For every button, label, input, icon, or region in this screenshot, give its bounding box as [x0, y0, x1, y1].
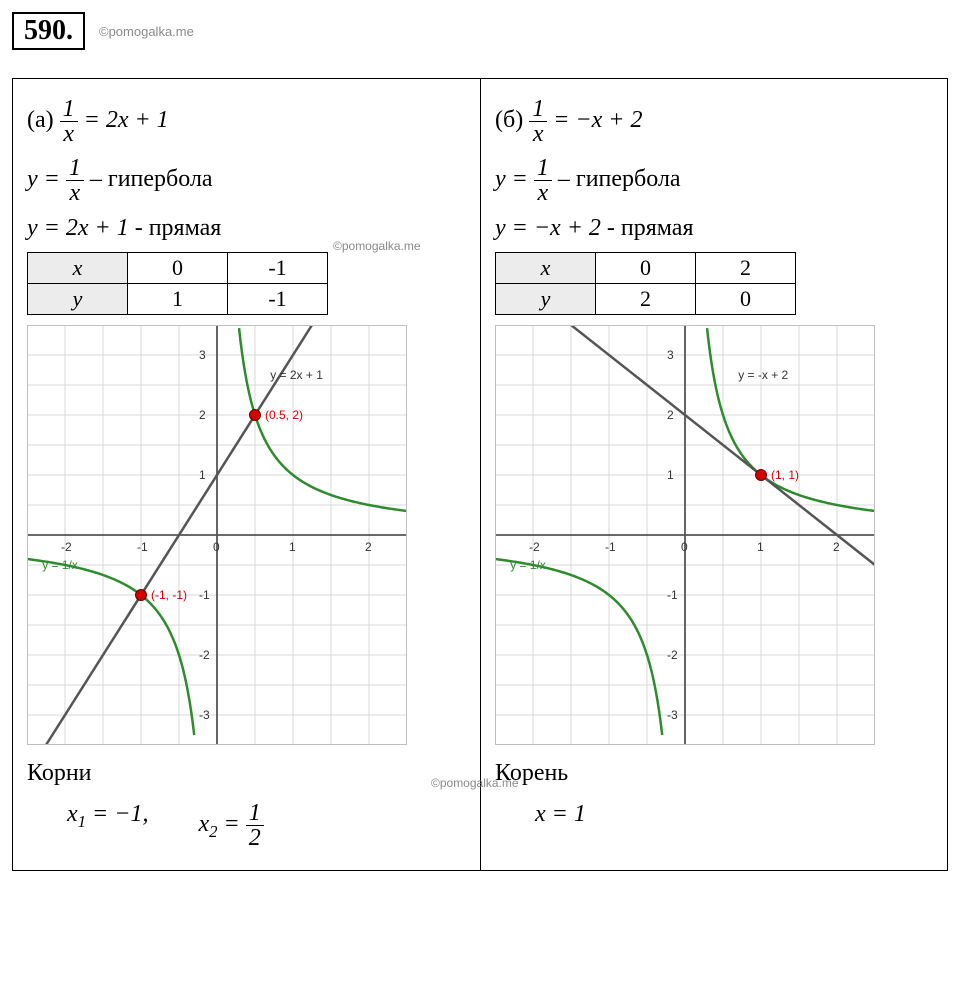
line-eq-a: y = 2x + 1 - прямая — [27, 215, 466, 242]
table-row: x 0 -1 — [28, 253, 328, 284]
equation-a: (а) 1x = 2x + 1 — [27, 97, 466, 146]
watermark-bottom: ©pomogalka.me — [431, 776, 519, 790]
header: 590. ©pomogalka.me — [12, 12, 948, 50]
values-table-a: x 0 -1 y 1 -1 — [27, 252, 328, 315]
line-eq-text-a: y = 2x + 1 — [27, 215, 129, 241]
svg-text:3: 3 — [667, 348, 674, 362]
svg-text:y = 1/x: y = 1/x — [42, 558, 78, 572]
part-label-a: (а) — [27, 107, 54, 133]
svg-text:-2: -2 — [61, 540, 72, 554]
svg-text:1: 1 — [667, 468, 674, 482]
svg-text:2: 2 — [833, 540, 840, 554]
fraction-1x-b: 1x — [529, 97, 547, 146]
root2-a: x2 = 12 — [198, 801, 263, 850]
column-a: (а) 1x = 2x + 1 y = 1x – гипербола y = 2… — [13, 79, 480, 870]
cell-b-y2: 0 — [696, 284, 796, 315]
solution-panel: (а) 1x = 2x + 1 y = 1x – гипербола y = 2… — [12, 78, 948, 871]
table-row: y 1 -1 — [28, 284, 328, 315]
line-eq-b: y = −x + 2 - прямая — [495, 215, 933, 242]
svg-text:-2: -2 — [199, 648, 210, 662]
svg-text:1: 1 — [289, 540, 296, 554]
hyperbola-line-a: y = 1x – гипербола — [27, 156, 466, 205]
svg-text:y = 1/x: y = 1/x — [510, 558, 546, 572]
root1-a: x1 = −1, — [67, 801, 148, 850]
svg-text:-2: -2 — [529, 540, 540, 554]
watermark-mid: ©pomogalka.me — [333, 239, 421, 253]
svg-text:0: 0 — [213, 540, 220, 554]
cell-b-x2: 2 — [696, 253, 796, 284]
svg-text:y = -x + 2: y = -x + 2 — [738, 368, 788, 382]
cell-a-y1: 1 — [128, 284, 228, 315]
svg-text:y = 2x + 1: y = 2x + 1 — [270, 368, 323, 382]
watermark-top: ©pomogalka.me — [99, 24, 194, 39]
hyper-note-a: – гипербола — [90, 166, 213, 192]
answer-title-b: Корень — [495, 760, 933, 787]
column-b: (б) 1x = −x + 2 y = 1x – гипербола y = −… — [480, 79, 947, 870]
svg-text:(-1, -1): (-1, -1) — [151, 588, 187, 602]
svg-text:(1, 1): (1, 1) — [771, 468, 799, 482]
cell-b-y1: 2 — [596, 284, 696, 315]
part-label-b: (б) — [495, 107, 523, 133]
svg-text:2: 2 — [667, 408, 674, 422]
th-y-b: y — [496, 284, 596, 315]
svg-text:-1: -1 — [199, 588, 210, 602]
svg-text:-2: -2 — [667, 648, 678, 662]
values-table-b: x 0 2 y 2 0 — [495, 252, 796, 315]
svg-text:-1: -1 — [605, 540, 616, 554]
equation-b: (б) 1x = −x + 2 — [495, 97, 933, 146]
th-y-a: y — [28, 284, 128, 315]
eq-rhs-a: = 2x + 1 — [84, 107, 169, 133]
cell-a-y2: -1 — [228, 284, 328, 315]
hyperbola-line-b: y = 1x – гипербола — [495, 156, 933, 205]
line-note-b: - прямая — [607, 215, 694, 241]
root-b: x = 1 — [535, 801, 586, 828]
problem-number: 590. — [12, 12, 85, 50]
line-eq-text-b: y = −x + 2 — [495, 215, 601, 241]
svg-text:3: 3 — [199, 348, 206, 362]
svg-text:-1: -1 — [667, 588, 678, 602]
table-row: x 0 2 — [496, 253, 796, 284]
chart-a: -2 -1 0 1 2 -3 -2 -1 1 2 3 y = 1/x y = 2x + 1 (0.5, 2… — [27, 325, 466, 750]
th-x-a: x — [28, 253, 128, 284]
svg-text:0: 0 — [681, 540, 688, 554]
answer-title-a: Корни — [27, 760, 466, 787]
cell-a-x1: 0 — [128, 253, 228, 284]
cell-a-x2: -1 — [228, 253, 328, 284]
svg-text:-1: -1 — [137, 540, 148, 554]
svg-text:1: 1 — [199, 468, 206, 482]
svg-text:2: 2 — [365, 540, 372, 554]
line-note-a: - прямая — [135, 215, 222, 241]
chart-b: -2 -1 0 1 2 -3 -2 -1 1 2 3 y = 1/x y = -x + 2 (1, 1) — [495, 325, 933, 750]
hyper-note-b: – гипербола — [558, 166, 681, 192]
answer-b: Корень x = 1 — [495, 760, 933, 828]
th-x-b: x — [496, 253, 596, 284]
answer-a: Корни x1 = −1, x2 = 12 — [27, 760, 466, 850]
eq-rhs-b: = −x + 2 — [553, 107, 642, 133]
fraction-1x-a: 1x — [60, 97, 78, 146]
svg-text:-3: -3 — [667, 708, 678, 722]
svg-text:-3: -3 — [199, 708, 210, 722]
svg-text:1: 1 — [757, 540, 764, 554]
svg-text:(0.5, 2): (0.5, 2) — [265, 408, 303, 422]
table-row: y 2 0 — [496, 284, 796, 315]
svg-text:2: 2 — [199, 408, 206, 422]
cell-b-x1: 0 — [596, 253, 696, 284]
